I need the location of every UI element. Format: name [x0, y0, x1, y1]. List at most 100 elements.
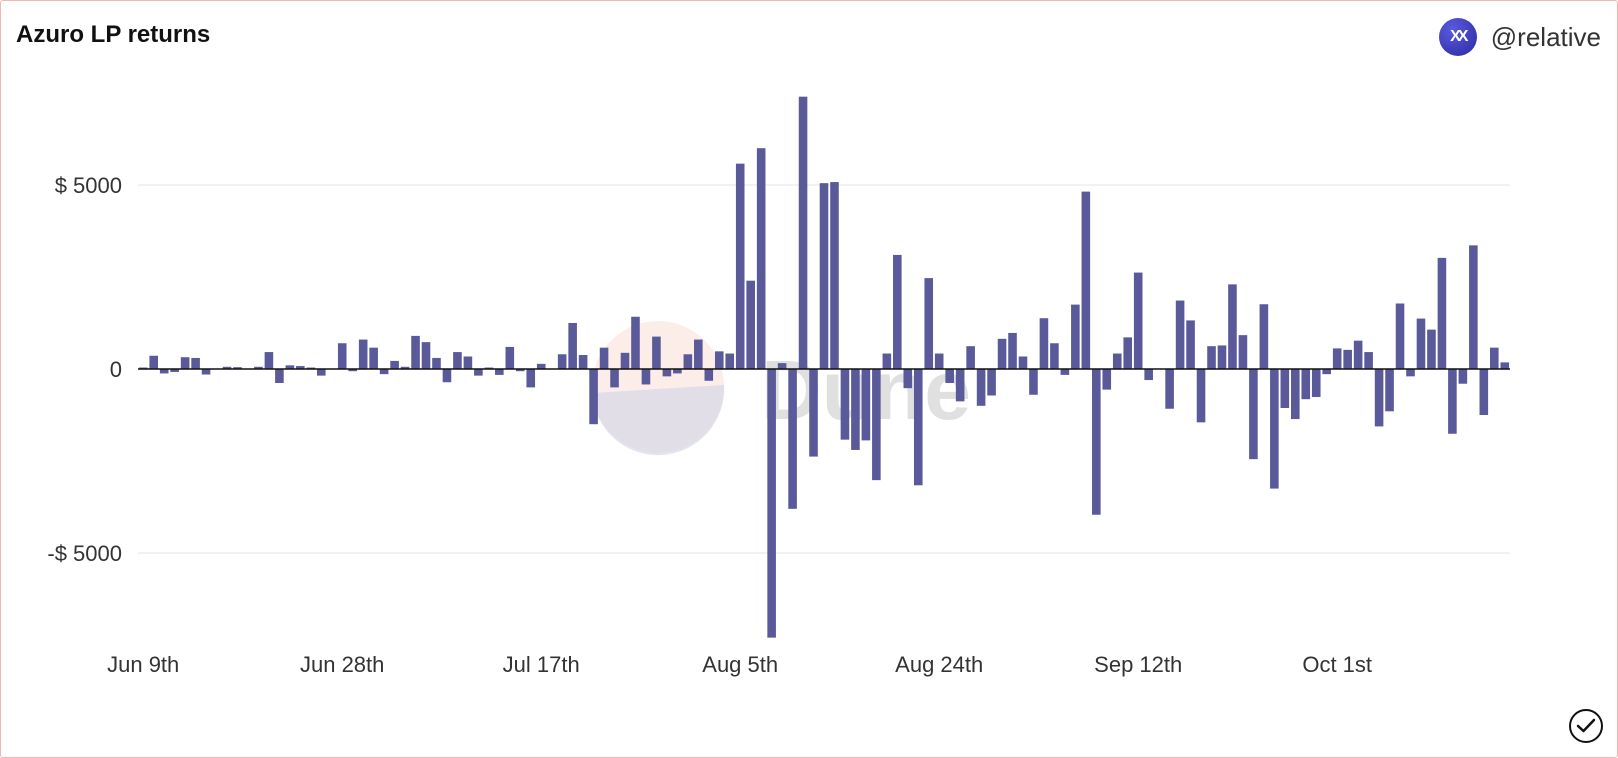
bar[interactable] [704, 369, 714, 381]
bar[interactable] [1406, 369, 1415, 377]
bar[interactable] [536, 363, 546, 369]
bar[interactable] [1081, 191, 1091, 369]
bar[interactable] [945, 369, 954, 383]
bar[interactable] [809, 369, 818, 457]
bar[interactable] [1291, 369, 1300, 420]
bar[interactable] [1165, 369, 1174, 409]
bar[interactable] [987, 369, 996, 396]
bar[interactable] [578, 355, 588, 369]
bar[interactable] [767, 369, 776, 638]
bar[interactable] [170, 369, 179, 372]
bar[interactable] [316, 369, 326, 376]
bar[interactable] [1500, 362, 1510, 369]
bar[interactable] [1018, 356, 1028, 369]
bar[interactable] [652, 336, 661, 369]
bar[interactable] [819, 183, 829, 369]
bar[interactable] [1469, 245, 1478, 369]
bar[interactable] [180, 357, 190, 369]
bar[interactable] [264, 352, 274, 369]
bar[interactable] [673, 369, 682, 374]
bar[interactable] [1332, 348, 1342, 369]
bar[interactable] [201, 369, 211, 375]
bar[interactable] [1395, 303, 1405, 370]
bar[interactable] [976, 369, 986, 406]
bar[interactable] [714, 351, 724, 369]
bar[interactable] [337, 343, 347, 369]
bar[interactable] [903, 369, 913, 389]
bar[interactable] [851, 369, 860, 450]
bar[interactable] [599, 347, 609, 369]
bar[interactable] [1092, 369, 1101, 515]
bar[interactable] [1196, 369, 1206, 423]
bar[interactable] [1071, 304, 1080, 369]
bar[interactable] [442, 369, 452, 383]
bar[interactable] [788, 369, 797, 509]
bar[interactable] [641, 369, 651, 385]
bar[interactable] [233, 367, 242, 369]
bar[interactable] [222, 366, 232, 369]
author-handle[interactable]: @relative [1490, 21, 1601, 52]
bar[interactable] [296, 366, 305, 369]
bar[interactable] [840, 369, 850, 440]
bar[interactable] [1427, 329, 1436, 369]
bar[interactable] [1060, 369, 1070, 375]
bar[interactable] [966, 346, 975, 369]
bar[interactable] [1416, 318, 1426, 369]
bar[interactable] [495, 369, 504, 375]
bar[interactable] [515, 369, 525, 372]
bar[interactable] [369, 347, 378, 369]
bar[interactable] [149, 355, 159, 369]
bar[interactable] [400, 366, 410, 369]
bar[interactable] [1448, 369, 1457, 434]
bar[interactable] [379, 369, 389, 375]
bar[interactable] [285, 365, 295, 369]
bar[interactable] [1228, 284, 1237, 369]
bar[interactable] [872, 369, 881, 481]
bar[interactable] [1479, 369, 1489, 415]
bar[interactable] [756, 148, 766, 369]
bar[interactable] [1322, 369, 1332, 375]
bar[interactable] [1238, 335, 1248, 369]
bar[interactable] [568, 323, 577, 369]
bar[interactable] [1385, 369, 1394, 412]
bar[interactable] [1270, 369, 1279, 489]
bar[interactable] [1364, 352, 1373, 369]
bar[interactable] [1008, 332, 1017, 369]
bar[interactable] [1133, 272, 1143, 369]
bar[interactable] [275, 369, 284, 383]
bar[interactable] [1458, 369, 1468, 384]
bar[interactable] [254, 366, 263, 369]
bar[interactable] [474, 369, 483, 376]
bar[interactable] [1186, 320, 1195, 369]
bar[interactable] [1353, 340, 1363, 369]
bar[interactable] [830, 182, 839, 369]
bar[interactable] [924, 278, 934, 369]
bar[interactable] [1311, 369, 1321, 397]
bar[interactable] [620, 352, 630, 369]
bar[interactable] [348, 369, 357, 372]
bar[interactable] [453, 352, 462, 369]
bar[interactable] [662, 369, 672, 377]
bar[interactable] [882, 353, 892, 369]
bar[interactable] [358, 339, 368, 369]
bar[interactable] [1217, 345, 1227, 369]
bar[interactable] [955, 369, 965, 402]
bar[interactable] [1029, 369, 1038, 395]
bar[interactable] [746, 280, 755, 369]
bar[interactable] [432, 357, 441, 369]
bar[interactable] [1123, 337, 1133, 369]
bar[interactable] [1102, 369, 1112, 390]
bar[interactable] [610, 369, 619, 388]
check-circle-icon[interactable] [1569, 709, 1603, 743]
bar[interactable] [505, 346, 515, 369]
bar[interactable] [694, 339, 703, 369]
bar[interactable] [1175, 300, 1185, 369]
bar[interactable] [798, 96, 808, 370]
bar[interactable] [934, 353, 944, 369]
bar[interactable] [557, 354, 567, 369]
bar[interactable] [390, 360, 399, 369]
bar[interactable] [1050, 343, 1059, 369]
bar[interactable] [1490, 347, 1499, 369]
bar[interactable] [1112, 353, 1122, 369]
bar[interactable] [1343, 349, 1352, 369]
